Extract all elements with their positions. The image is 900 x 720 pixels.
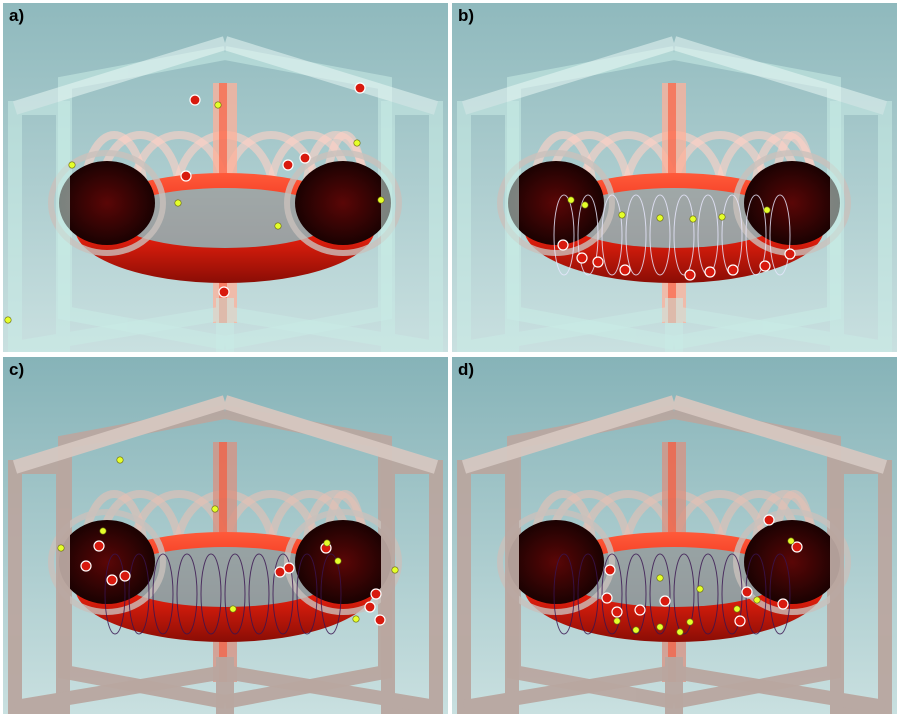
panel-a: a)	[3, 3, 448, 352]
ion-particle	[618, 211, 626, 219]
electron-particle	[576, 252, 588, 264]
electron-particle	[354, 82, 366, 94]
torus-cross-section-left	[508, 161, 604, 245]
torus-cross-section-right	[744, 161, 840, 245]
ion-particle	[656, 623, 664, 631]
ion-particle	[567, 196, 575, 204]
electron-particle	[604, 564, 616, 576]
tokamak-illustration	[452, 3, 897, 352]
ion-particle	[353, 139, 361, 147]
torus-cross-section-right	[295, 161, 391, 245]
electron-particle	[611, 606, 623, 618]
ion-particle	[352, 615, 360, 623]
electron-particle	[364, 601, 376, 613]
ion-particle	[99, 527, 107, 535]
electron-particle	[370, 588, 382, 600]
electron-particle	[218, 286, 230, 298]
magnetic-field-lines	[553, 194, 791, 276]
tokamak-illustration	[452, 357, 897, 714]
ion-particle	[656, 214, 664, 222]
electron-particle	[684, 269, 696, 281]
electron-particle	[93, 540, 105, 552]
torus-cross-section-right	[295, 520, 391, 604]
electron-particle	[189, 94, 201, 106]
ion-particle	[696, 585, 704, 593]
ion-particle	[391, 566, 399, 574]
electron-particle	[734, 615, 746, 627]
electron-particle	[80, 560, 92, 572]
electron-particle	[557, 239, 569, 251]
ion-particle	[274, 222, 282, 230]
ion-particle	[613, 617, 621, 625]
electron-particle	[592, 256, 604, 268]
ion-particle	[116, 456, 124, 464]
electron-particle	[601, 592, 613, 604]
tokamak-illustration	[3, 357, 448, 714]
torus-cross-section-left	[508, 520, 604, 604]
electron-particle	[282, 159, 294, 171]
panel-label: c)	[9, 360, 25, 379]
ion-particle	[68, 161, 76, 169]
ion-particle	[718, 213, 726, 221]
ion-particle	[787, 537, 795, 545]
ion-particle	[763, 206, 771, 214]
coil-frames-front	[8, 36, 443, 352]
electron-particle	[777, 598, 789, 610]
ion-particle	[174, 199, 182, 207]
electron-particle	[106, 574, 118, 586]
electron-particle	[619, 264, 631, 276]
magnetic-field-lines	[104, 553, 342, 635]
ion-particle	[753, 596, 761, 604]
ion-particle	[57, 544, 65, 552]
electron-particle	[299, 152, 311, 164]
electron-particle	[634, 604, 646, 616]
electron-particle	[283, 562, 295, 574]
coil-frames-front	[8, 395, 443, 714]
electron-particle	[704, 266, 716, 278]
ion-particle	[214, 101, 222, 109]
ion-particle	[323, 539, 331, 547]
ion-particle	[377, 196, 385, 204]
torus-cross-section-right	[744, 520, 840, 604]
electron-particle	[759, 260, 771, 272]
panel-b: b)	[452, 3, 897, 352]
electron-particle	[119, 570, 131, 582]
electron-particle	[741, 586, 753, 598]
electron-particle	[274, 566, 286, 578]
ion-particle	[632, 626, 640, 634]
electron-particle	[180, 170, 192, 182]
ion-particle	[686, 618, 694, 626]
panel-label: a)	[9, 6, 25, 25]
torus-cross-section-left	[59, 161, 155, 245]
electron-particle	[727, 264, 739, 276]
ion-particle	[334, 557, 342, 565]
ion-particle	[656, 574, 664, 582]
coil-frames-front	[457, 36, 892, 352]
tokamak-illustration	[3, 3, 448, 352]
ion-particle	[211, 505, 219, 513]
ion-particle	[733, 605, 741, 613]
electron-particle	[374, 614, 386, 626]
panel-d: d)	[452, 357, 897, 714]
ion-particle	[229, 605, 237, 613]
panel-c: c)	[3, 357, 448, 714]
electron-particle	[784, 248, 796, 260]
torus-cross-section-left	[59, 520, 155, 604]
ion-particle	[689, 215, 697, 223]
electron-particle	[791, 541, 803, 553]
ion-particle	[4, 316, 12, 324]
ion-particle	[581, 201, 589, 209]
panel-label: d)	[458, 360, 475, 379]
electron-particle	[763, 514, 775, 526]
coil-frames-front	[457, 395, 892, 714]
ion-particle	[676, 628, 684, 636]
panel-label: b)	[458, 6, 475, 25]
electron-particle	[659, 595, 671, 607]
